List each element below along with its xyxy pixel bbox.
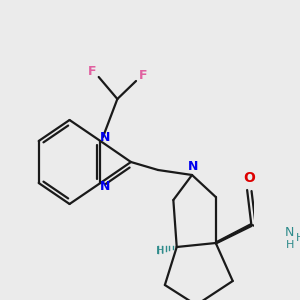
Text: O: O bbox=[243, 171, 255, 185]
Polygon shape bbox=[216, 224, 251, 244]
Text: N: N bbox=[188, 160, 198, 173]
Text: H: H bbox=[286, 240, 295, 250]
Text: N: N bbox=[100, 179, 111, 193]
Text: F: F bbox=[88, 65, 96, 79]
Text: F: F bbox=[139, 70, 147, 83]
Text: H: H bbox=[156, 246, 164, 256]
Text: N: N bbox=[285, 226, 294, 238]
Text: N: N bbox=[100, 131, 111, 145]
Text: H: H bbox=[296, 233, 300, 243]
